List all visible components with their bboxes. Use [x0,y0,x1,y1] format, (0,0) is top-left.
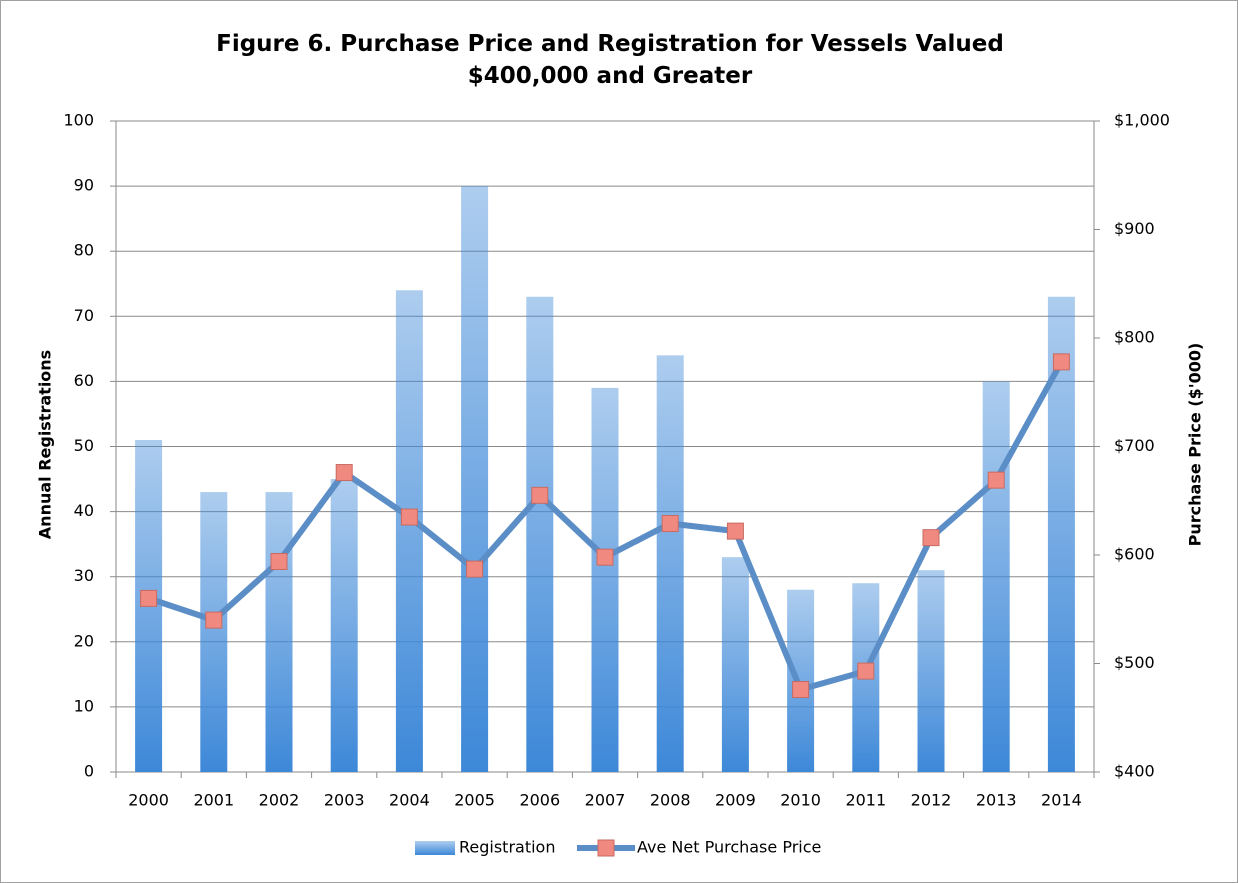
bar [526,296,554,772]
y-tick-label: 70 [74,306,94,325]
x-tick-label: 2007 [585,791,626,810]
line-marker [466,560,484,578]
x-tick-label: 2001 [193,791,234,810]
y-axis-title: Annual Registrations [36,350,55,539]
line-marker [270,553,288,571]
line-marker [857,662,875,680]
y2-tick-label: $700 [1114,436,1155,455]
bar [591,387,619,772]
y-tick-label: 100 [63,111,94,130]
y2-tick-label: $400 [1114,762,1155,781]
x-tick-label: 2012 [911,791,952,810]
x-tick-label: 2004 [389,791,430,810]
bar [787,589,815,772]
x-tick-label: 2000 [128,791,169,810]
legend-label: Registration [459,838,555,857]
x-tick-label: 2013 [976,791,1017,810]
line-marker [1052,353,1070,371]
bar [461,186,489,773]
bar [395,290,423,772]
bar [265,492,293,772]
line-marker [400,508,418,526]
line-marker [205,611,223,629]
line-marker [335,464,353,482]
y2-tick-label: $900 [1114,219,1155,238]
bar [200,492,228,772]
x-tick-label: 2008 [650,791,691,810]
x-tick-label: 2002 [259,791,300,810]
line-marker [531,486,549,504]
y-tick-label: 10 [74,696,94,715]
y-tick-label: 50 [74,436,94,455]
y-tick-label: 60 [74,371,94,390]
y-tick-label: 30 [74,566,94,585]
y-tick-label: 20 [74,631,94,650]
x-tick-label: 2005 [454,791,495,810]
line-marker [596,548,614,566]
y2-tick-label: $1,000 [1114,111,1170,130]
line-marker [661,515,679,533]
bar [982,381,1010,772]
x-tick-label: 2010 [780,791,821,810]
legend-label: Ave Net Purchase Price [637,838,821,857]
bar [721,557,749,772]
line-marker [987,471,1005,489]
bar [656,355,684,772]
legend-marker [597,839,615,857]
x-tick-label: 2006 [519,791,560,810]
x-tick-label: 2003 [324,791,365,810]
bar [917,570,945,772]
x-tick-label: 2011 [845,791,886,810]
line-marker [792,681,810,699]
y2-tick-label: $800 [1114,328,1155,347]
bar [330,479,358,772]
x-tick-label: 2014 [1041,791,1082,810]
x-tick-label: 2009 [715,791,756,810]
y-tick-label: 0 [84,762,94,781]
y-tick-label: 40 [74,501,94,520]
line-marker [726,522,744,540]
line-marker [140,589,158,607]
y-tick-label: 80 [74,241,94,260]
legend-swatch [415,841,455,855]
y2-axis-title: Purchase Price ($'000) [1186,343,1205,547]
line-marker [922,529,940,547]
y-tick-label: 90 [74,176,94,195]
y2-tick-label: $500 [1114,653,1155,672]
chart-title: Figure 6. Purchase Price and Registratio… [216,31,1004,89]
y2-tick-label: $600 [1114,545,1155,564]
